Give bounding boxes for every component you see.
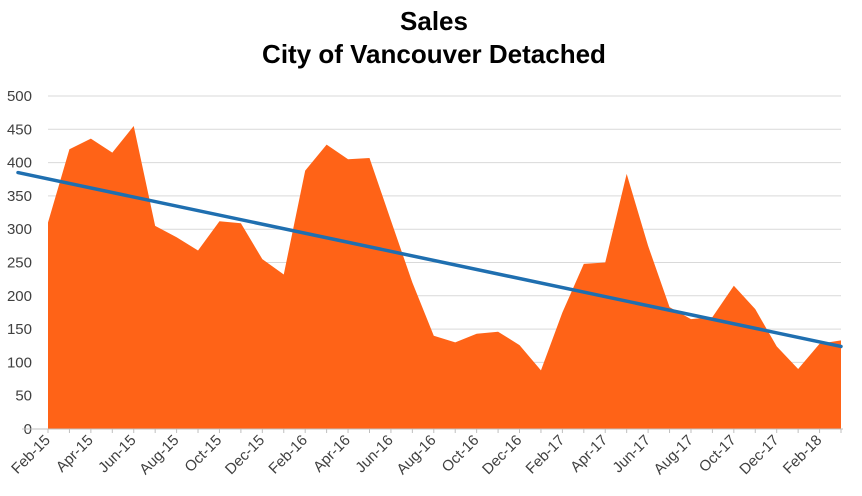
sales-area <box>48 125 841 429</box>
y-tick-label: 300 <box>7 221 32 238</box>
x-tick-label: Feb-15 <box>8 432 54 478</box>
y-tick-label: 450 <box>7 121 32 138</box>
trend-line <box>16 170 843 349</box>
chart-title: Sales <box>400 6 468 36</box>
x-tick-label: Dec-16 <box>479 432 525 478</box>
x-tick-label: Jun-17 <box>609 432 653 476</box>
x-tick-label: Jun-15 <box>95 432 139 476</box>
y-tick-label: 500 <box>7 88 32 105</box>
x-tick-label: Apr-16 <box>310 432 354 476</box>
area-series <box>48 125 841 429</box>
x-tick-label: Aug-15 <box>136 432 182 478</box>
y-tick-label: 200 <box>7 288 32 305</box>
x-tick-label: Feb-16 <box>265 432 311 478</box>
y-tick-label: 400 <box>7 155 32 172</box>
x-tick-label: Aug-16 <box>393 432 439 478</box>
x-tick-label: Feb-18 <box>780 432 826 478</box>
x-tick-label: Dec-17 <box>736 432 782 478</box>
x-tick-label: Apr-15 <box>53 432 97 476</box>
x-tick-label: Dec-15 <box>222 432 268 478</box>
trendline <box>16 170 843 349</box>
x-tick-label: Aug-17 <box>651 432 697 478</box>
x-tick-label: Oct-15 <box>181 432 225 476</box>
y-tick-label: 250 <box>7 255 32 272</box>
x-tick-label: Oct-16 <box>439 432 483 476</box>
chart-subtitle: City of Vancouver Detached <box>262 39 606 69</box>
x-tick-label: Apr-17 <box>567 432 611 476</box>
y-tick-label: 50 <box>15 388 32 405</box>
x-tick-label: Oct-17 <box>696 432 740 476</box>
y-tick-label: 150 <box>7 321 32 338</box>
x-tick-label: Feb-17 <box>523 432 569 478</box>
x-tick-label: Jun-16 <box>352 432 396 476</box>
y-tick-label: 100 <box>7 354 32 371</box>
y-tick-label: 350 <box>7 188 32 205</box>
